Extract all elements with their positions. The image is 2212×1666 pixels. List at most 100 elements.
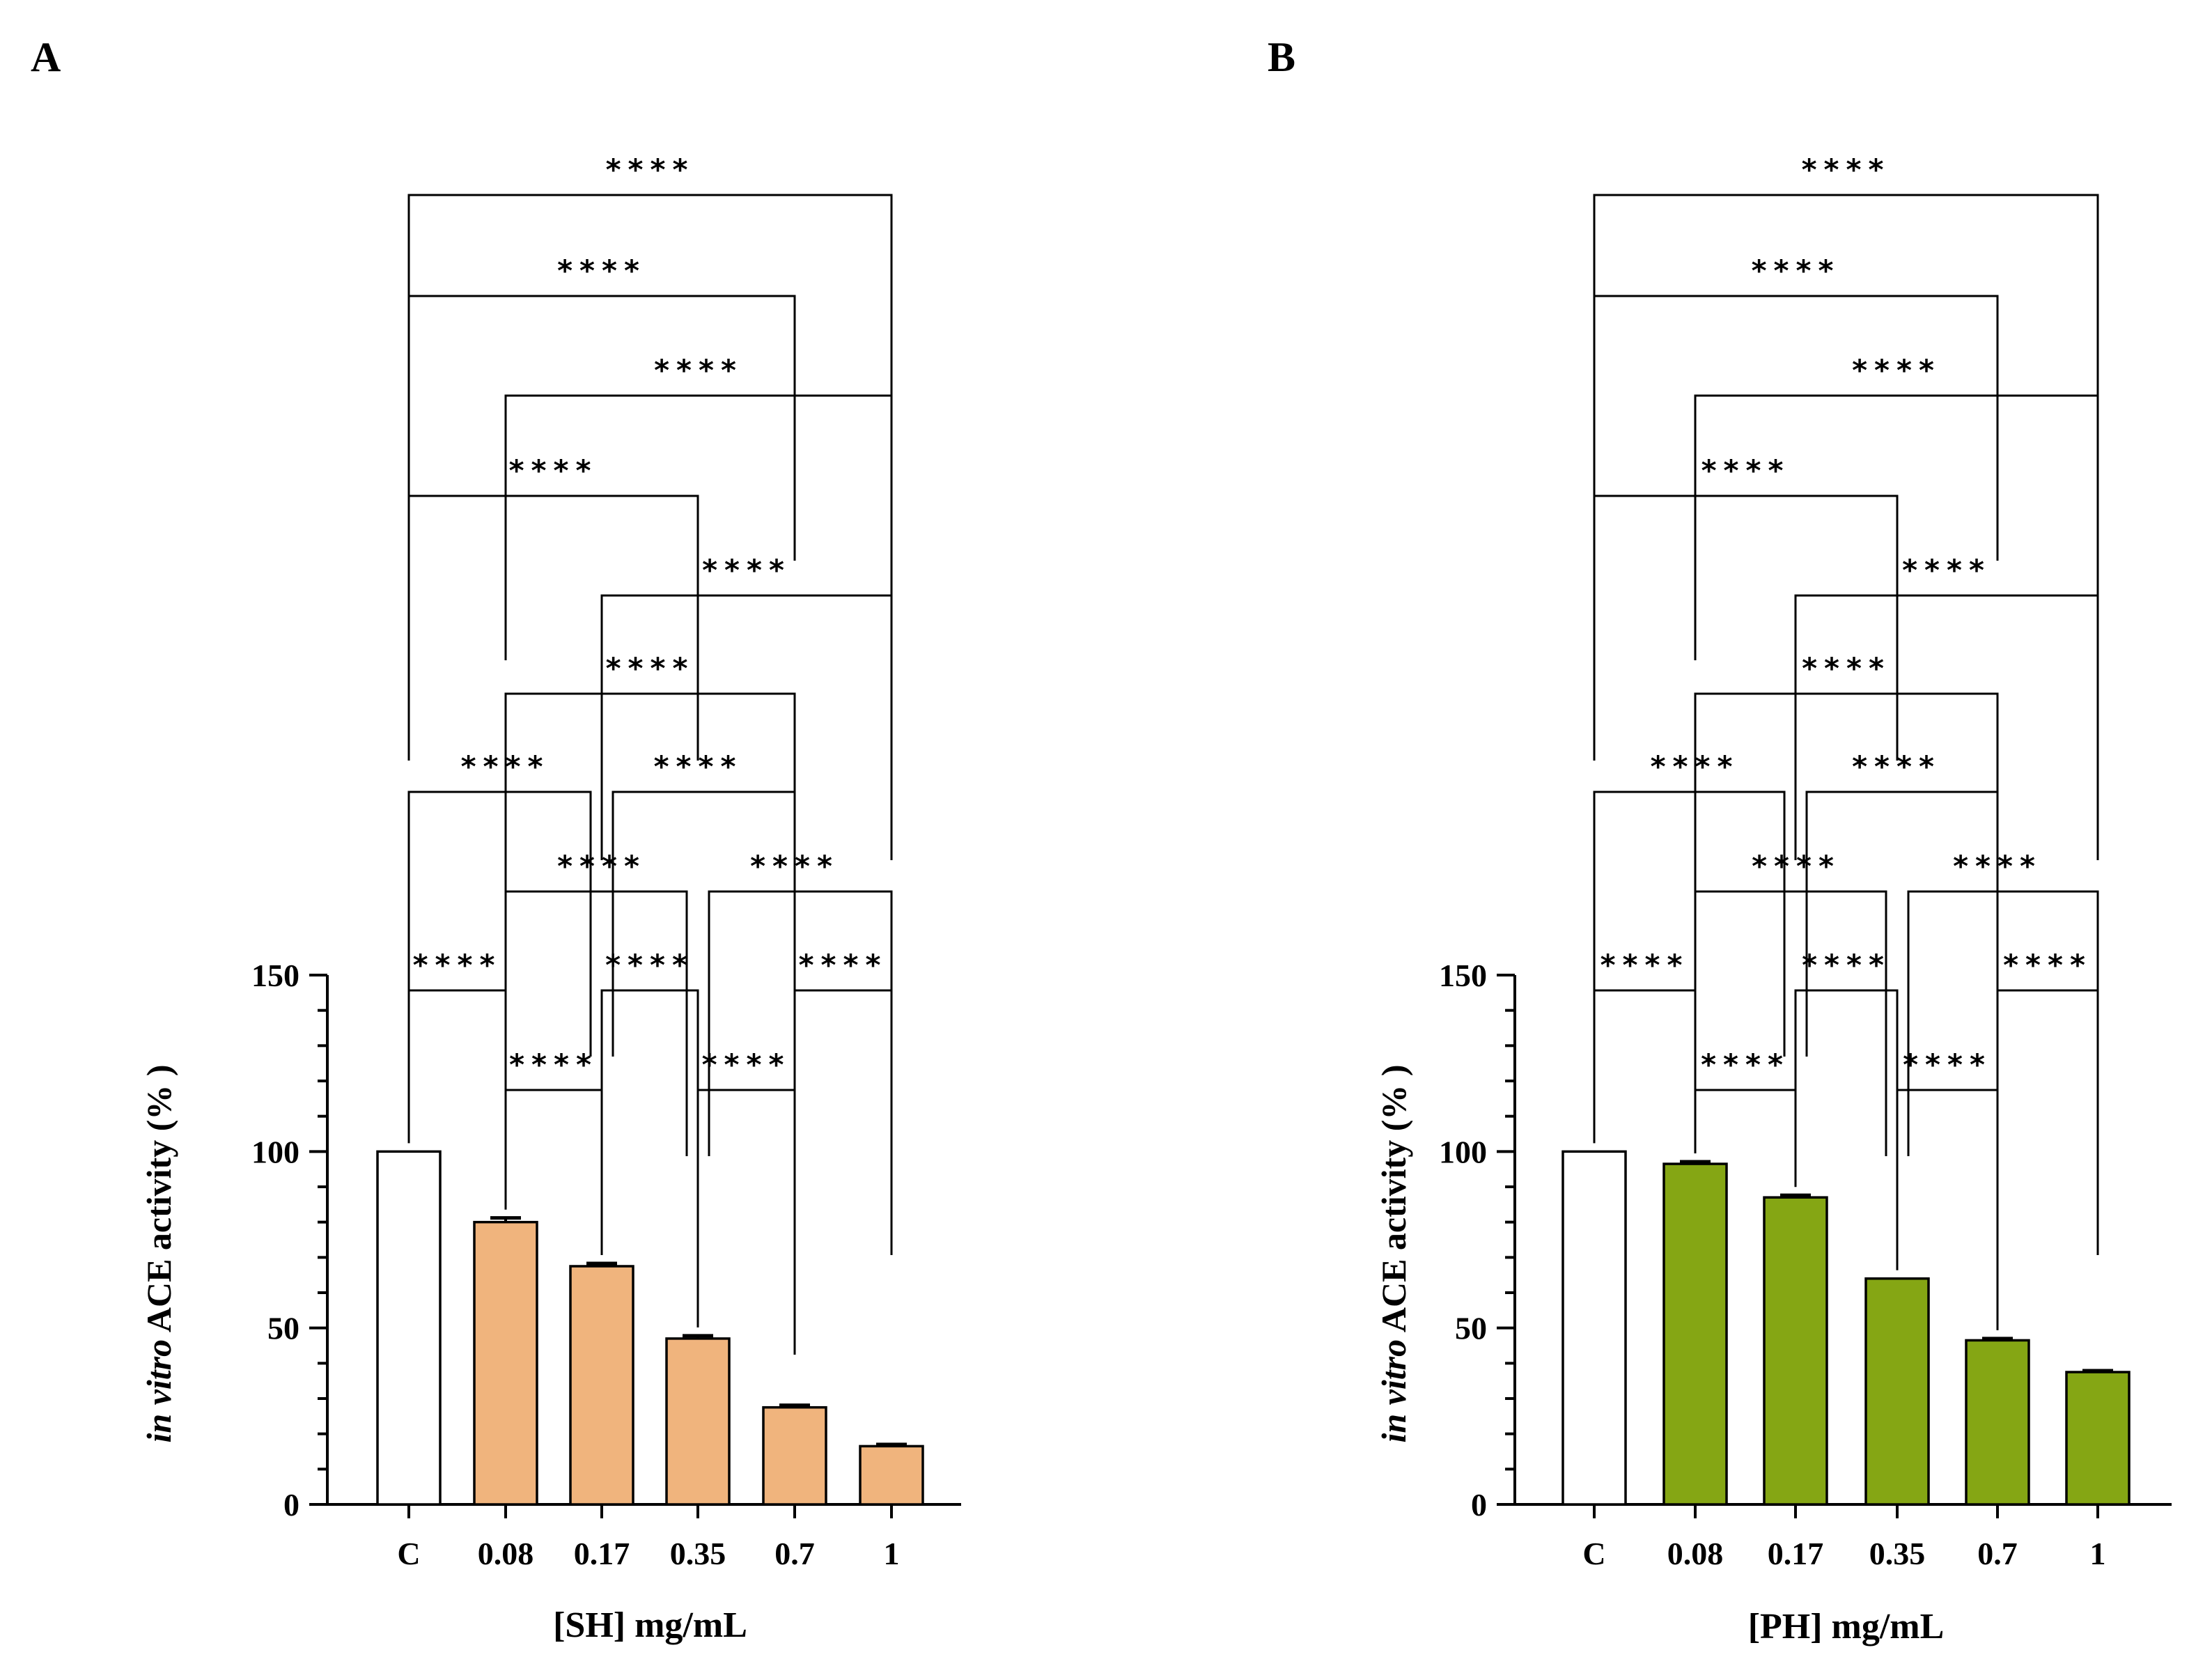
- y-axis-title-rest: ACE activity (% ): [139, 1064, 178, 1339]
- significance-label: ****: [509, 1048, 598, 1082]
- significance-bracket: [1694, 394, 2099, 660]
- x-tick-label: 0.08: [478, 1536, 534, 1571]
- x-axis-title: [SH] mg/mL: [553, 1605, 747, 1645]
- bar-0.35: [1864, 1277, 1930, 1506]
- significance-bracket: [407, 295, 796, 561]
- x-tick-label: 1: [2090, 1536, 2106, 1571]
- significance-bracket: [600, 989, 699, 1255]
- significance-label: ****: [605, 948, 694, 982]
- x-tick-label: 0.7: [1977, 1536, 2018, 1571]
- significance-bracket: [793, 989, 893, 1255]
- significance-label: ****: [461, 749, 550, 784]
- significance-label: ****: [1701, 1048, 1790, 1082]
- significance-bracket: [696, 1089, 796, 1355]
- significance-label: ****: [1852, 749, 1941, 784]
- significance-bracket: [407, 495, 699, 761]
- bar-0.7: [1965, 1339, 2030, 1506]
- x-tick-label: 0.35: [670, 1536, 726, 1571]
- significance-bracket: [1694, 890, 1887, 1156]
- x-tick-label: 0.35: [1869, 1536, 1926, 1571]
- significance-bracket: [504, 692, 796, 958]
- bar-0.7: [762, 1406, 827, 1506]
- significance-label: ****: [1802, 651, 1891, 685]
- significance-bracket: [1896, 1089, 1999, 1330]
- y-tick-label: 0: [283, 1487, 299, 1523]
- significance-label: ****: [606, 651, 695, 685]
- significance-bracket: [1593, 495, 1899, 761]
- bar-0.08: [1662, 1162, 1728, 1506]
- bar-1: [859, 1445, 924, 1506]
- significance-bracket: [1694, 1089, 1797, 1188]
- x-tick-label: 1: [884, 1536, 900, 1571]
- bar-0.08: [473, 1220, 538, 1506]
- significance-bracket: [1593, 295, 1999, 561]
- y-tick-label: 50: [267, 1311, 299, 1346]
- y-tick-label: 150: [1439, 958, 1487, 993]
- y-axis-title-italic: in vitro: [139, 1339, 178, 1443]
- bar-0.17: [569, 1265, 634, 1506]
- significance-label: ****: [654, 749, 743, 784]
- significance-label: ****: [702, 553, 791, 587]
- bar-C: [1561, 1150, 1627, 1506]
- significance-label: ****: [654, 353, 743, 387]
- significance-label: ****: [1752, 849, 1841, 883]
- significance-label: ****: [1600, 948, 1690, 982]
- x-tick-label: 0.17: [1768, 1536, 1824, 1571]
- x-tick-label: 0.17: [574, 1536, 630, 1571]
- panel-label-a: A: [31, 34, 61, 80]
- significance-bracket: [407, 194, 893, 460]
- significance-label: ****: [557, 849, 646, 883]
- y-axis-title: in vitro ACE activity (% ): [1374, 1064, 1413, 1442]
- significance-label: ****: [1802, 153, 1891, 187]
- significance-label: ****: [606, 153, 695, 187]
- x-tick-label: C: [1582, 1536, 1605, 1571]
- significance-label: ****: [1752, 254, 1841, 288]
- significance-label: ****: [1852, 353, 1941, 387]
- bar-0.17: [1763, 1196, 1828, 1506]
- x-tick-label: 0.7: [774, 1536, 815, 1571]
- significance-bracket: [504, 394, 893, 660]
- significance-label: ****: [2003, 948, 2092, 982]
- y-axis-title-rest: ACE activity (% ): [1374, 1064, 1413, 1339]
- significance-label: ****: [1903, 1048, 1992, 1082]
- significance-bracket: [1794, 594, 2099, 860]
- y-tick-label: 50: [1455, 1311, 1487, 1346]
- panel-label-b: B: [1268, 34, 1295, 80]
- x-axis-title: [PH] mg/mL: [1748, 1607, 1945, 1646]
- significance-bracket: [1593, 194, 2099, 460]
- significance-label: ****: [1701, 453, 1791, 488]
- significance-bracket: [1805, 791, 1999, 1057]
- significance-label: ****: [750, 849, 839, 883]
- y-tick-label: 100: [1439, 1134, 1487, 1169]
- significance-label: ****: [413, 948, 502, 982]
- bar-C: [376, 1150, 442, 1506]
- y-tick-label: 100: [251, 1134, 299, 1169]
- significance-bracket: [1907, 890, 2099, 1156]
- significance-label: ****: [1802, 948, 1891, 982]
- y-tick-label: 150: [251, 958, 299, 993]
- significance-bracket: [1996, 989, 2099, 1255]
- chart-panel-b: 0 50 100 150 C 0.08 0.17 0.35 0.7 1 **** **** **** **…: [1374, 153, 2172, 1646]
- significance-label: ****: [1953, 849, 2042, 883]
- x-tick-label: 0.08: [1667, 1536, 1724, 1571]
- significance-bracket: [612, 791, 796, 1057]
- significance-bracket: [708, 890, 893, 1156]
- significance-bracket: [504, 1089, 603, 1255]
- significance-label: ****: [799, 948, 888, 982]
- significance-label: ****: [509, 453, 598, 488]
- chart-panel-a: 0 50 100 150 C 0.08 0.17 0.35 0.7 1 **** **** **** **…: [139, 153, 961, 1645]
- significance-bracket: [600, 594, 893, 860]
- y-axis-title-italic: in vitro: [1374, 1339, 1413, 1443]
- y-axis-title: in vitro ACE activity (% ): [139, 1064, 178, 1442]
- significance-label: ****: [1902, 553, 1991, 587]
- significance-label: ****: [1651, 749, 1740, 784]
- significance-label: ****: [557, 254, 646, 288]
- bar-1: [2065, 1371, 2131, 1506]
- significance-label: ****: [702, 1048, 791, 1082]
- significance-bracket: [1694, 692, 1999, 958]
- y-tick-label: 0: [1471, 1487, 1487, 1523]
- significance-bracket: [1593, 791, 1786, 1057]
- bar-0.35: [665, 1337, 731, 1506]
- x-tick-label: C: [397, 1536, 420, 1571]
